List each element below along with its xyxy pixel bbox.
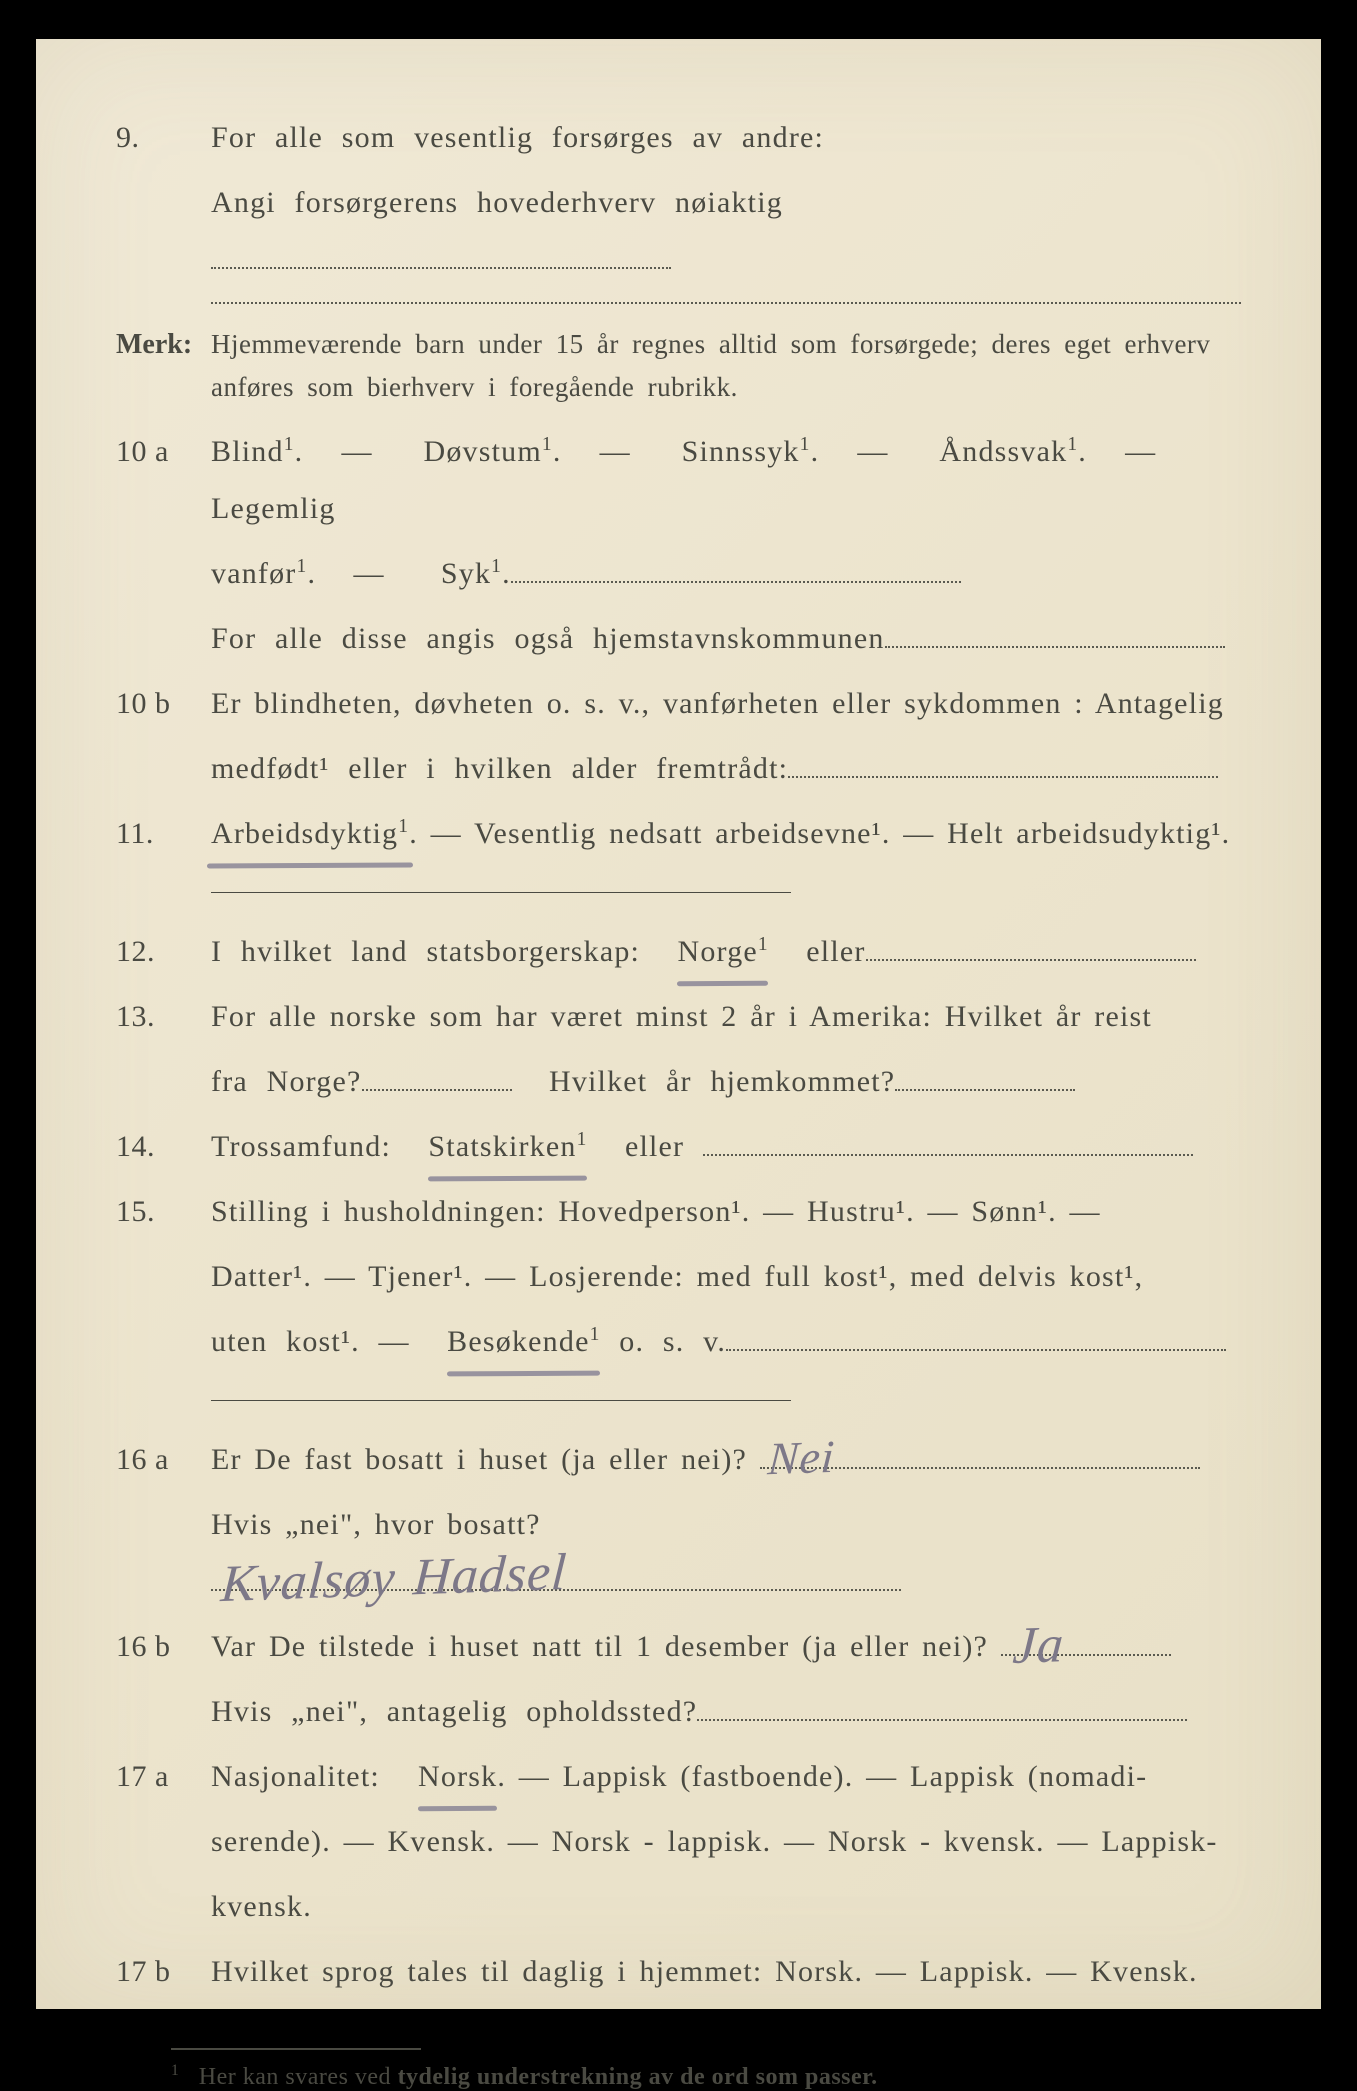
fill-line: [362, 1066, 512, 1092]
solid-rule: [211, 1400, 791, 1401]
q11-text: Arbeidsdyktig1. — Vesentlig nedsatt arbe…: [211, 805, 1241, 862]
q15-line3: uten kost¹. — Besøkende1 o. s. v.: [116, 1313, 1241, 1370]
fill-line: [511, 558, 961, 584]
q14-text: Trossamfund: Statskirken1 eller: [211, 1118, 1241, 1175]
q12-text: I hvilket land statsborgerskap: Norge1 e…: [211, 923, 1241, 980]
fill-line: [703, 1131, 1193, 1157]
q10b-text: Er blindheten, døvheten o. s. v., vanfør…: [211, 675, 1241, 732]
underlined-arbeidsdyktig: Arbeidsdyktig1: [211, 805, 409, 862]
q17b-line: 17 b Hvilket sprog tales til daglig i hj…: [116, 1943, 1241, 2000]
q10b-number: 10 b: [116, 675, 211, 732]
fill-line: [697, 1696, 1187, 1722]
underlined-norsk: Norsk: [418, 1748, 497, 1805]
q16a-line2: Hvis „nei", hvor bosatt? Kvalsøy Hadsel: [116, 1496, 1241, 1610]
handwritten-ja: Ja: [1009, 1596, 1067, 1697]
q17a-line3: kvensk.: [116, 1878, 1241, 1935]
q17a-line1: 17 a Nasjonalitet: Norsk. — Lappisk (fas…: [116, 1748, 1241, 1805]
q17a-line2: serende). — Kvensk. — Norsk - lappisk. —…: [116, 1813, 1241, 1870]
q10b-line1: 10 b Er blindheten, døvheten o. s. v., v…: [116, 675, 1241, 732]
dotted-rule: [211, 302, 1241, 304]
q17a-text: Nasjonalitet: Norsk. — Lappisk (fastboen…: [211, 1748, 1241, 1805]
fill-line: [211, 244, 671, 270]
q16a-text2: Hvis „nei", hvor bosatt? Kvalsøy Hadsel: [211, 1496, 1241, 1610]
q17a-number: 17 a: [116, 1748, 211, 1805]
merk-row: Merk: Hjemmeværende barn under 15 år reg…: [116, 318, 1241, 409]
handwritten-nei: Nei: [765, 1413, 838, 1503]
q15-text: Stilling i husholdningen: Hovedperson¹. …: [211, 1183, 1241, 1240]
merk-text: Hjemmeværende barn under 15 år regnes al…: [211, 323, 1241, 409]
q14-number: 14.: [116, 1118, 211, 1175]
q15-text2: Datter¹. — Tjener¹. — Losjerende: med fu…: [211, 1248, 1241, 1305]
fill-line: Kvalsøy Hadsel: [211, 1566, 901, 1592]
q16a-text: Er De fast bosatt i huset (ja eller nei)…: [211, 1431, 1241, 1488]
q13-text: For alle norske som har været minst 2 år…: [211, 988, 1241, 1045]
q17a-text2: serende). — Kvensk. — Norsk - lappisk. —…: [211, 1813, 1241, 1870]
fill-line: [895, 1066, 1075, 1092]
q13-line2: fra Norge? Hvilket år hjemkommet?: [116, 1053, 1241, 1110]
q16a-number: 16 a: [116, 1431, 211, 1488]
q9-line2: Angi forsørgerens hovederhverv nøiaktig: [116, 174, 1241, 288]
q10a-line1: 10 a Blind1. — Døvstum1. — Sinnssyk1. — …: [116, 423, 1241, 537]
q10a-line3: For alle disse angis også hjemstavnskomm…: [116, 610, 1241, 667]
fill-line: [788, 753, 1218, 779]
q14-line: 14. Trossamfund: Statskirken1 eller: [116, 1118, 1241, 1175]
footnote-rule: [171, 2048, 421, 2050]
q10a-text2: vanfør1. — Syk1.: [211, 545, 1241, 602]
q13-text2: fra Norge? Hvilket år hjemkommet?: [211, 1053, 1241, 1110]
q15-text3: uten kost¹. — Besøkende1 o. s. v.: [211, 1313, 1241, 1370]
q12-number: 12.: [116, 923, 211, 980]
q9-number: 9.: [116, 109, 211, 166]
q16b-line2: Hvis „nei", antagelig opholdssted?: [116, 1683, 1241, 1740]
underlined-besokende: Besøkende1: [447, 1313, 600, 1370]
handwritten-location: Kvalsøy Hadsel: [218, 1524, 571, 1635]
underlined-norge: Norge1: [677, 923, 768, 980]
q9-text2: Angi forsørgerens hovederhverv nøiaktig: [211, 174, 1241, 288]
underlined-statskirken: Statskirken1: [428, 1118, 587, 1175]
q16b-number: 16 b: [116, 1618, 211, 1675]
fill-line: Ja: [1001, 1631, 1171, 1657]
q11-number: 11.: [116, 805, 211, 862]
q16b-text2: Hvis „nei", antagelig opholdssted?: [211, 1683, 1241, 1740]
merk-label: Merk:: [116, 318, 211, 371]
q15-line1: 15. Stilling i husholdningen: Hovedperso…: [116, 1183, 1241, 1240]
fill-line: Nei: [760, 1444, 1200, 1470]
q9-text: For alle som vesentlig forsørges av andr…: [211, 109, 1241, 166]
q17b-number: 17 b: [116, 1943, 211, 2000]
q12-line: 12. I hvilket land statsborgerskap: Norg…: [116, 923, 1241, 980]
q9-line1: 9. For alle som vesentlig forsørges av a…: [116, 109, 1241, 166]
fill-line: [866, 936, 1196, 962]
q10a-number: 10 a: [116, 423, 211, 480]
document-page: 9. For alle som vesentlig forsørges av a…: [36, 39, 1321, 2009]
q17a-text3: kvensk.: [211, 1878, 1241, 1935]
q10b-text2: medfødt¹ eller i hvilken alder fremtrådt…: [211, 740, 1241, 797]
q13-line1: 13. For alle norske som har været minst …: [116, 988, 1241, 1045]
fill-line: [885, 623, 1225, 649]
q13-number: 13.: [116, 988, 211, 1045]
q10a-text3: For alle disse angis også hjemstavnskomm…: [211, 610, 1241, 667]
fill-line: [726, 1326, 1226, 1352]
q11-line: 11. Arbeidsdyktig1. — Vesentlig nedsatt …: [116, 805, 1241, 862]
footnote: 1 Her kan svares ved tydelig understrekn…: [171, 2062, 1241, 2091]
q10a-line2: vanfør1. — Syk1.: [116, 545, 1241, 602]
q10a-text: Blind1. — Døvstum1. — Sinnssyk1. — Åndss…: [211, 423, 1241, 537]
q15-number: 15.: [116, 1183, 211, 1240]
q10b-line2: medfødt¹ eller i hvilken alder fremtrådt…: [116, 740, 1241, 797]
q15-line2: Datter¹. — Tjener¹. — Losjerende: med fu…: [116, 1248, 1241, 1305]
q16a-line1: 16 a Er De fast bosatt i huset (ja eller…: [116, 1431, 1241, 1488]
solid-rule: [211, 892, 791, 893]
q17b-text: Hvilket sprog tales til daglig i hjemmet…: [211, 1943, 1241, 2000]
